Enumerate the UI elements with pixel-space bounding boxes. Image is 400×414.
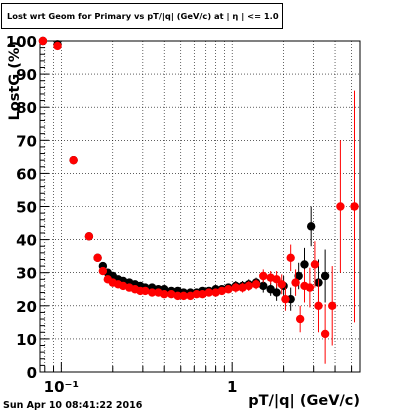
data-point-series-1	[320, 271, 330, 281]
data-point-series-2	[198, 290, 207, 299]
y-tick-label: 80	[16, 99, 37, 117]
data-point-series-2	[295, 314, 305, 324]
data-point-series-2	[147, 288, 157, 297]
data-point-series-2	[38, 36, 48, 46]
data-point-series-1	[300, 260, 309, 269]
data-point-series-2	[286, 253, 295, 263]
data-point-series-1	[294, 271, 303, 281]
data-point-series-1	[259, 281, 268, 291]
data-point-series-2	[314, 301, 323, 310]
y-axis-label: LostG (%)	[7, 41, 23, 121]
data-point-series-2	[173, 291, 182, 301]
data-point-series-2	[320, 329, 330, 339]
y-tick-label: 70	[16, 132, 37, 150]
y-tick-label: 50	[16, 199, 37, 217]
y-tick-label: 60	[16, 165, 37, 183]
data-point-series-2	[141, 286, 150, 296]
data-point-series-2	[350, 202, 359, 211]
data-point-series-2	[251, 280, 261, 289]
data-point-series-2	[217, 286, 227, 296]
x-tick-label: 1	[227, 378, 237, 396]
x-tick-label: 10⁻¹	[44, 378, 79, 396]
data-point-series-2	[259, 271, 268, 281]
data-point-series-2	[244, 281, 253, 291]
data-point-series-2	[204, 288, 214, 297]
data-point-series-2	[167, 290, 176, 299]
data-point-series-2	[277, 280, 286, 289]
data-point-series-2	[93, 253, 102, 263]
data-point-series-2	[310, 260, 320, 269]
y-tick-label: 10	[16, 331, 37, 349]
data-point-series-2	[84, 232, 94, 241]
data-point-series-2	[291, 278, 300, 287]
data-point-series-2	[98, 266, 108, 276]
data-point-series-2	[69, 155, 78, 165]
y-tick-label: 100	[6, 33, 37, 51]
data-point-series-2	[328, 301, 337, 310]
data-point-series-2	[231, 283, 241, 292]
data-point-series-2	[192, 290, 201, 299]
chart-title: Lost wrt Geom for Primary vs pT/|q| (GeV…	[7, 11, 279, 21]
data-point-series-2	[159, 290, 169, 299]
data-point-series-2	[224, 285, 233, 294]
data-point-series-2	[336, 202, 345, 211]
data-point-series-2	[281, 294, 290, 304]
data-point-series-1	[272, 288, 281, 297]
data-point-series-2	[53, 41, 62, 51]
data-point-series-2	[305, 283, 315, 292]
data-point-series-1	[306, 222, 316, 231]
data-point-series-2	[179, 291, 188, 301]
x-axis-label: pT/|q| (GeV/c)	[248, 393, 360, 409]
y-tick-label: 90	[16, 66, 37, 84]
timestamp-footer: Sun Apr 10 08:41:22 2016	[3, 400, 143, 411]
y-tick-label: 40	[16, 232, 37, 250]
y-tick-label: 30	[16, 265, 37, 283]
chart-title-box: Lost wrt Geom for Primary vs pT/|q| (GeV…	[1, 3, 283, 29]
y-tick-label: 20	[16, 298, 37, 316]
y-tick-label: 0	[27, 364, 37, 382]
